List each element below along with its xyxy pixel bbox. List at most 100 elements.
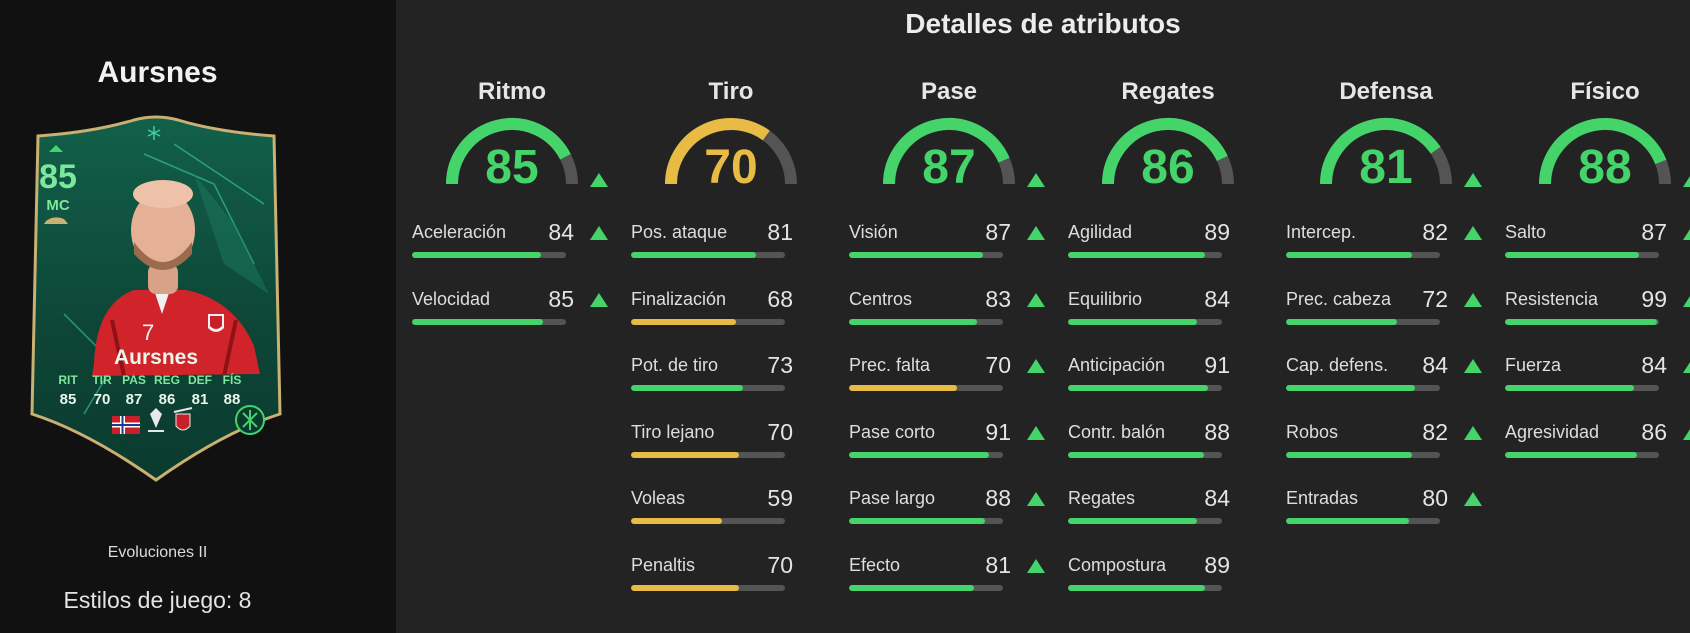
gauge-fill bbox=[1320, 118, 1441, 185]
stat-bar-track bbox=[412, 252, 566, 258]
stat-label: Entradas bbox=[1286, 488, 1359, 508]
stat-value: 87 bbox=[1641, 219, 1667, 245]
stat-bar-fill bbox=[849, 585, 974, 591]
stat-bar-fill bbox=[1286, 319, 1397, 325]
stat-bar-fill bbox=[1286, 252, 1413, 258]
card-type-label: Evoluciones II bbox=[107, 544, 208, 561]
stat-bar-track bbox=[631, 518, 785, 524]
card-value-rit: 85 bbox=[60, 391, 77, 408]
stat-row-fuerza: Fuerza 84 bbox=[1505, 352, 1690, 395]
stat-label: Robos bbox=[1286, 422, 1339, 442]
stat-label: Visión bbox=[849, 222, 898, 242]
stat-value: 85 bbox=[548, 286, 574, 312]
category-title: Pase bbox=[920, 78, 978, 105]
card-header-tir: TIR bbox=[92, 373, 112, 387]
category-rating: 86 bbox=[1141, 141, 1195, 194]
stat-label: Prec. falta bbox=[849, 355, 931, 375]
stat-bar-fill bbox=[412, 252, 542, 258]
stat-value: 84 bbox=[1204, 286, 1230, 312]
stat-bar-fill bbox=[849, 385, 957, 391]
stat-bar-fill bbox=[1286, 518, 1410, 524]
stat-value: 84 bbox=[548, 219, 574, 245]
upgrade-arrow-icon bbox=[1683, 293, 1690, 307]
stat-bar-track bbox=[1286, 319, 1440, 325]
stat-bar-fill bbox=[631, 319, 736, 325]
stat-value: 91 bbox=[1204, 352, 1230, 378]
stat-bar-fill bbox=[849, 319, 977, 325]
attribute-column-ritmo: Ritmo 85 Aceleración 84 Velocidad 85 bbox=[412, 0, 612, 633]
stat-row-compostura: Compostura 89 bbox=[1068, 552, 1268, 595]
stat-row-robos: Robos 82 bbox=[1286, 419, 1486, 462]
player-card[interactable]: 85 MC 7 Aursnes RIT TIR PAS REG DEF FÍS … bbox=[24, 114, 288, 484]
stat-bar-track bbox=[849, 385, 1003, 391]
stat-label: Penaltis bbox=[631, 555, 696, 575]
card-header-rit: RIT bbox=[58, 373, 78, 387]
upgrade-arrow-icon bbox=[1027, 359, 1045, 373]
stat-bar-track bbox=[1505, 319, 1659, 325]
stat-bar-track bbox=[631, 452, 785, 458]
card-value-reg: 86 bbox=[159, 391, 176, 408]
gauge-fill bbox=[446, 118, 571, 185]
stat-bar-fill bbox=[1505, 319, 1658, 325]
category-rating: 70 bbox=[704, 141, 758, 194]
stat-bar-track bbox=[849, 319, 1003, 325]
category-gauge bbox=[665, 118, 797, 185]
stat-value: 70 bbox=[767, 419, 793, 445]
stat-value: 99 bbox=[1641, 286, 1667, 312]
stat-row-finalizacion: Finalización 68 bbox=[631, 286, 831, 329]
stat-label: Pos. ataque bbox=[631, 222, 728, 242]
stat-bar-track bbox=[1505, 452, 1659, 458]
stat-label: Resistencia bbox=[1505, 289, 1599, 309]
player-name: Aursnes bbox=[97, 56, 218, 89]
attribute-column-defensa: Defensa 81 Intercep. 82 Prec. cabeza 72 Cap. d… bbox=[1286, 0, 1486, 633]
stat-label: Tiro lejano bbox=[631, 422, 715, 442]
stat-row-vision: Visión 87 bbox=[849, 219, 1049, 262]
category-title: Físico bbox=[1570, 78, 1640, 105]
stat-label: Fuerza bbox=[1505, 355, 1562, 375]
stat-row-aceleracion: Aceleración 84 bbox=[412, 219, 612, 262]
upgrade-arrow-icon bbox=[1027, 492, 1045, 506]
stat-bar-fill bbox=[1068, 252, 1206, 258]
category-gauge bbox=[1320, 118, 1452, 185]
stat-value: 80 bbox=[1422, 485, 1448, 511]
category-gauge bbox=[1102, 118, 1234, 185]
stat-bar-track bbox=[1505, 385, 1659, 391]
stat-label: Voleas bbox=[631, 488, 686, 508]
category-title: Tiro bbox=[708, 78, 754, 105]
category-rating: 88 bbox=[1578, 141, 1632, 194]
card-rating: 85 bbox=[39, 158, 77, 196]
category-gauge bbox=[446, 118, 578, 185]
stat-row-contr-balon: Contr. balón 88 bbox=[1068, 419, 1268, 462]
card-position: MC bbox=[46, 197, 69, 214]
stat-label: Equilibrio bbox=[1068, 289, 1143, 309]
upgrade-arrow-icon bbox=[1464, 359, 1482, 373]
stat-row-penaltis: Penaltis 70 bbox=[631, 552, 831, 595]
stat-value: 84 bbox=[1422, 352, 1448, 378]
card-header-fis: FÍS bbox=[223, 372, 242, 387]
stat-value: 73 bbox=[767, 352, 793, 378]
evolution-icon bbox=[147, 126, 161, 140]
stat-bar-track bbox=[1068, 319, 1222, 325]
stat-label: Efecto bbox=[849, 555, 901, 575]
upgrade-arrow-icon bbox=[1027, 559, 1045, 573]
stat-row-cap-defens: Cap. defens. 84 bbox=[1286, 352, 1486, 395]
stat-bar-fill bbox=[1068, 319, 1198, 325]
card-value-fis: 88 bbox=[224, 391, 241, 408]
upgrade-arrow-icon bbox=[1464, 426, 1482, 440]
stat-value: 88 bbox=[985, 485, 1011, 511]
boot-icon bbox=[44, 217, 68, 224]
card-header-pas: PAS bbox=[122, 373, 146, 387]
category-rating: 81 bbox=[1359, 141, 1413, 194]
stat-row-equilibrio: Equilibrio 84 bbox=[1068, 286, 1268, 329]
attribute-column-regates: Regates 86 Agilidad 89 Equilibrio 84 Anticipac… bbox=[1068, 0, 1268, 633]
stat-bar-fill bbox=[1505, 252, 1639, 258]
stat-bar-track bbox=[631, 252, 785, 258]
stat-bar-track bbox=[1286, 252, 1440, 258]
stat-bar-fill bbox=[1068, 452, 1204, 458]
shirt-number: 7 bbox=[142, 320, 154, 345]
stat-bar-track bbox=[849, 452, 1003, 458]
stat-label: Velocidad bbox=[412, 289, 491, 309]
stat-bar-track bbox=[631, 585, 785, 591]
stat-bar-fill bbox=[849, 452, 990, 458]
category-rating: 87 bbox=[922, 141, 976, 194]
